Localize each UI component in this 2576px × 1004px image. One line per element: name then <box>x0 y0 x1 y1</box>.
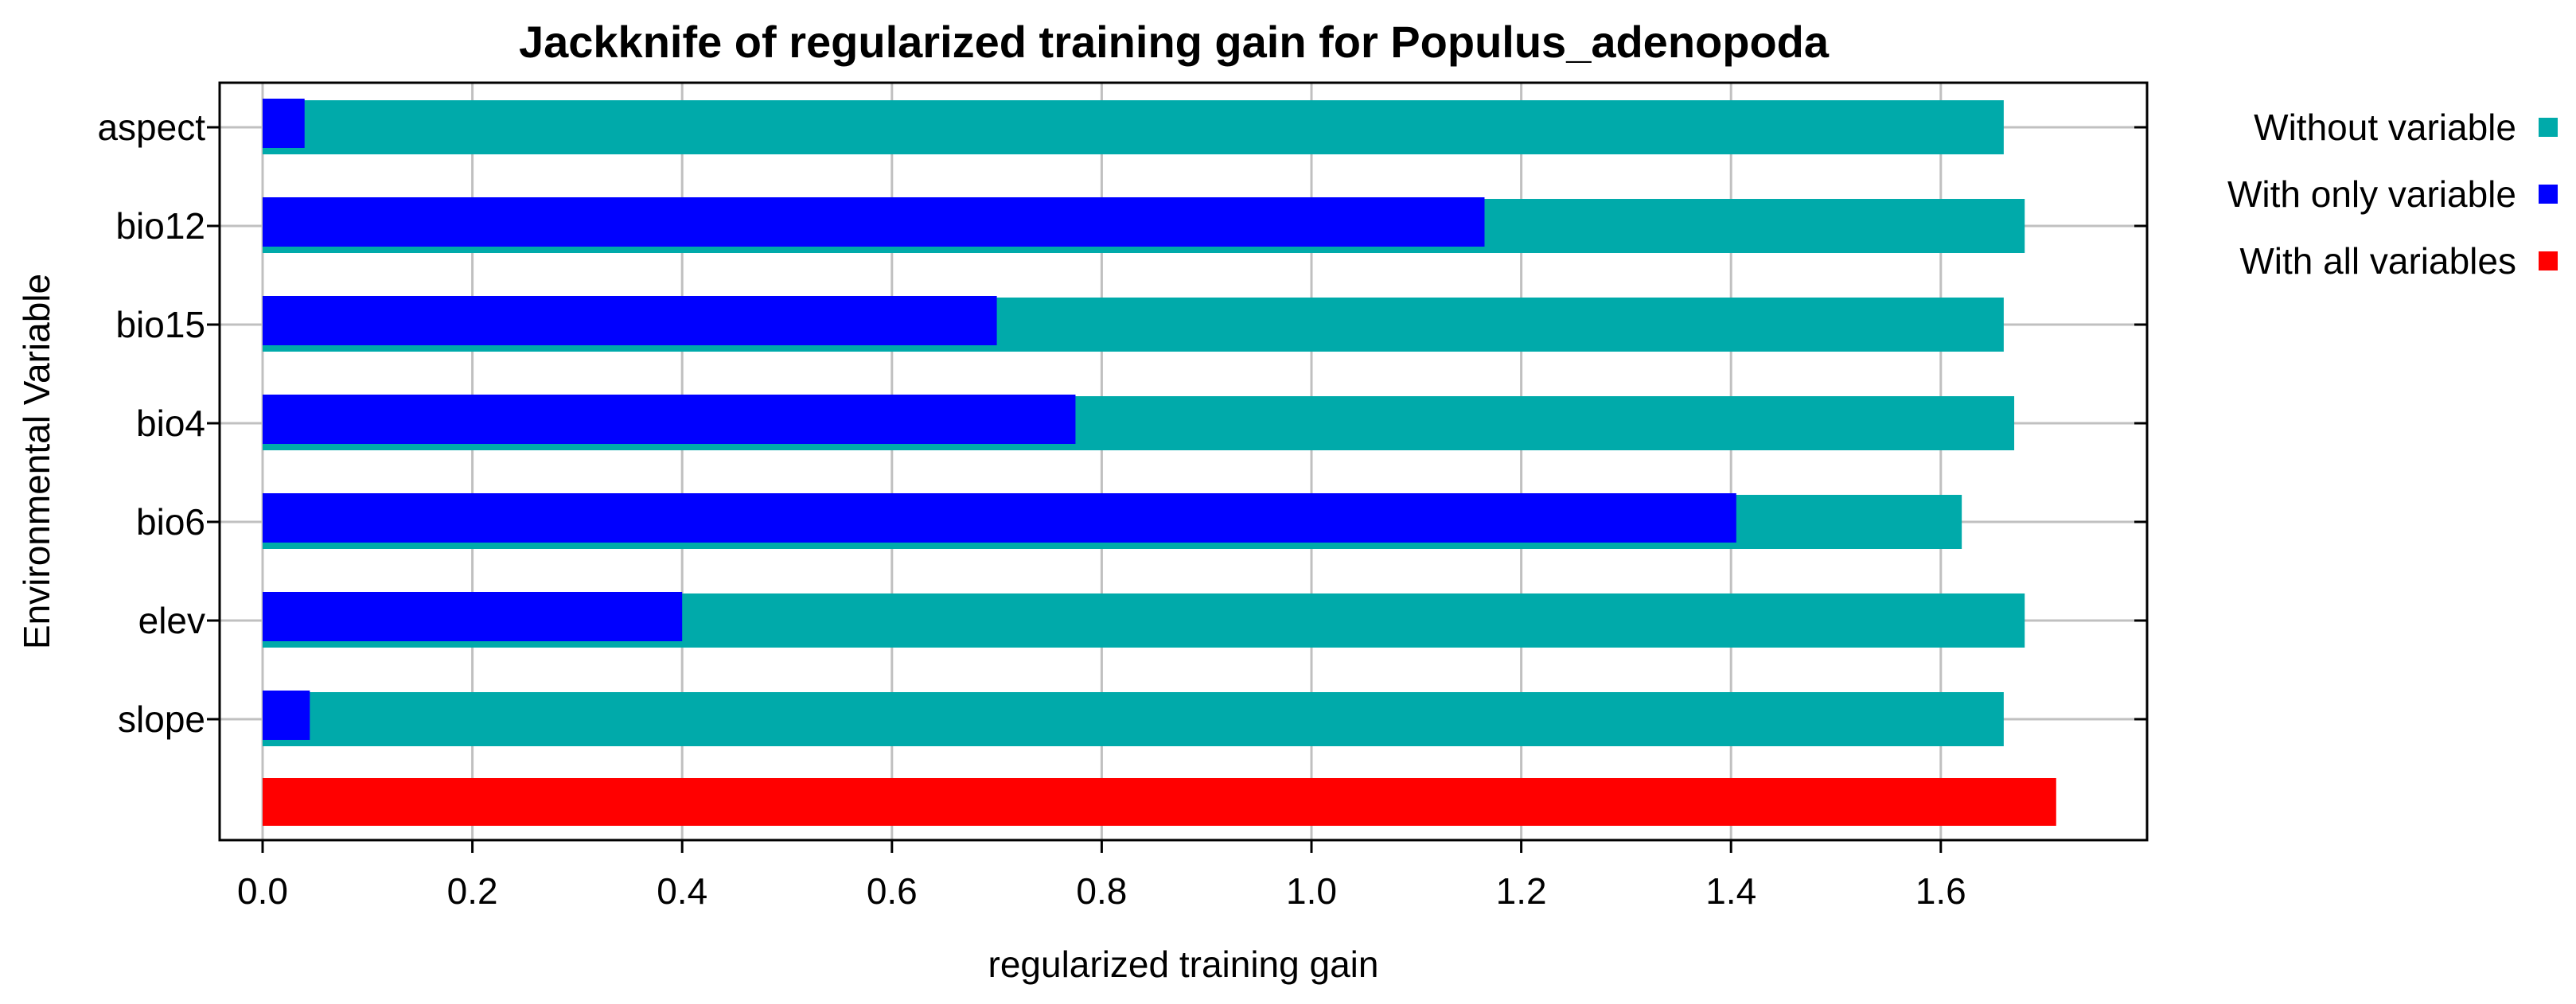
y-tick-label: bio12 <box>115 205 205 247</box>
bar-with-only-slope <box>263 691 310 740</box>
y-tick-label: aspect <box>97 107 205 148</box>
bar-without-slope <box>263 692 2004 746</box>
y-tick-label: bio6 <box>136 501 205 543</box>
bar-with-only-bio12 <box>263 197 1485 247</box>
y-tick-label: slope <box>118 699 205 740</box>
legend-swatch-with-all <box>2539 251 2558 270</box>
y-axis-label: Environmental Variable <box>16 274 57 649</box>
x-tick-label: 0.4 <box>657 870 707 912</box>
axes: 0.0 0.2 0.4 0.6 0.8 1.0 1.2 1.4 1.6 aspect bio12 bi… <box>97 107 2147 912</box>
legend-swatch-with-only <box>2539 185 2558 204</box>
bar-with-only-bio6 <box>263 493 1736 543</box>
bar-with-all-variables <box>263 778 2056 826</box>
x-tick-label: 1.2 <box>1496 870 1547 912</box>
x-tick-label: 1.4 <box>1705 870 1756 912</box>
x-tick-label: 0.8 <box>1076 870 1127 912</box>
legend-label-without: Without variable <box>2254 107 2516 148</box>
bar-with-only-bio15 <box>263 296 997 345</box>
legend: Without variable With only variable With a… <box>2227 107 2558 282</box>
x-axis-label: regularized training gain <box>988 944 1379 985</box>
y-tick-label: bio15 <box>115 304 205 345</box>
x-tick-label: 0.0 <box>237 870 288 912</box>
x-tick-label: 1.6 <box>1915 870 1966 912</box>
bar-with-only-elev <box>263 592 683 641</box>
bar-with-only-aspect <box>263 99 305 148</box>
x-tick-label: 0.6 <box>867 870 918 912</box>
y-tick-label: bio4 <box>136 403 205 444</box>
legend-label-with-only: With only variable <box>2227 173 2516 215</box>
x-tick-label: 0.2 <box>447 870 498 912</box>
bar-with-only-bio4 <box>263 395 1076 444</box>
bar-without-aspect <box>263 100 2004 154</box>
legend-label-with-all: With all variables <box>2239 240 2516 282</box>
bars <box>263 99 2056 826</box>
y-tick-label: elev <box>138 600 205 641</box>
x-tick-label: 1.0 <box>1286 870 1337 912</box>
chart-title: Jackknife of regularized training gain f… <box>519 17 1830 67</box>
plot-border <box>218 81 2149 842</box>
legend-swatch-without <box>2539 118 2558 137</box>
